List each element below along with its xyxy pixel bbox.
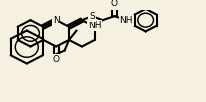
Text: S: S — [89, 12, 95, 21]
Text: N: N — [53, 16, 60, 25]
Text: O: O — [111, 0, 118, 8]
Text: NH: NH — [120, 16, 133, 25]
Text: O: O — [53, 55, 60, 64]
Text: NH: NH — [88, 21, 102, 30]
